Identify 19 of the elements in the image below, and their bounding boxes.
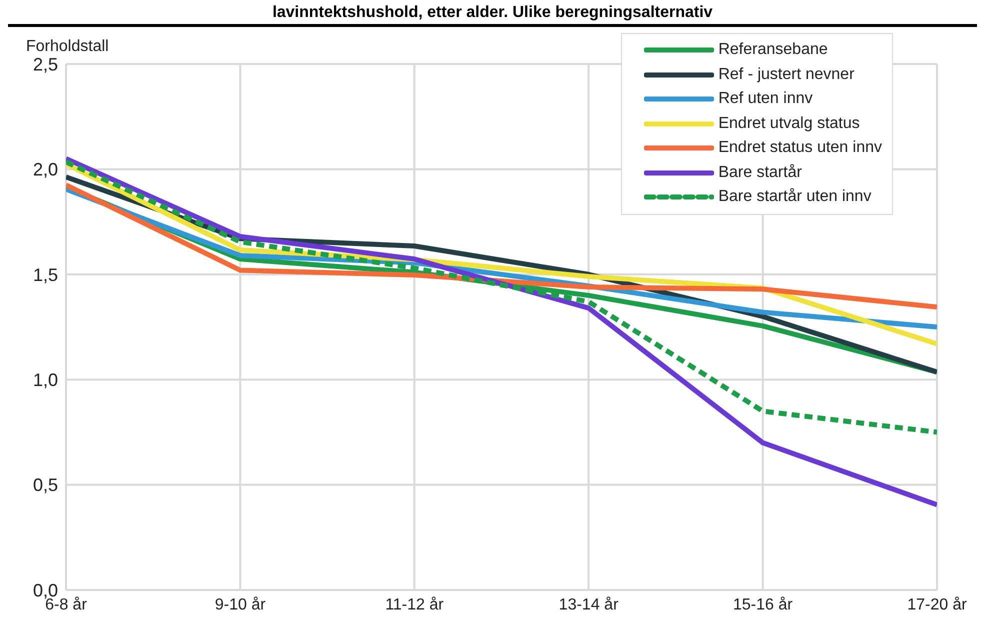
x-tick-label: 11-12 år (385, 596, 444, 614)
x-tick-label: 15-16 år (733, 596, 794, 614)
x-tick-label: 13-14 år (558, 596, 620, 614)
y-tick-label: 2,0 (32, 160, 58, 180)
legend-label: Bare startår (718, 164, 802, 182)
legend-label: Ref uten innv (718, 90, 813, 108)
y-tick-label: 1,5 (32, 264, 58, 285)
legend-label: Bare startår uten innv (718, 188, 872, 206)
x-tick-label: 9-10 år (214, 596, 266, 614)
x-tick-label: 17-20 år (907, 596, 968, 614)
legend-label: Referansebane (718, 41, 828, 60)
chart-title: lavinntektshushold, etter alder. Ulike beregningsalternativ (8, 4, 977, 27)
y-tick-label: 2,5 (32, 54, 58, 74)
legend-label: Endret utvalg status (718, 114, 860, 133)
legend-label: Endret status uten innv (718, 139, 882, 158)
y-axis-title: Forholdstall (26, 38, 109, 56)
y-tick-label: 1,0 (32, 370, 58, 390)
legend-label: Ref - justert nevner (718, 66, 854, 84)
y-tick-label: 0,5 (32, 475, 58, 496)
